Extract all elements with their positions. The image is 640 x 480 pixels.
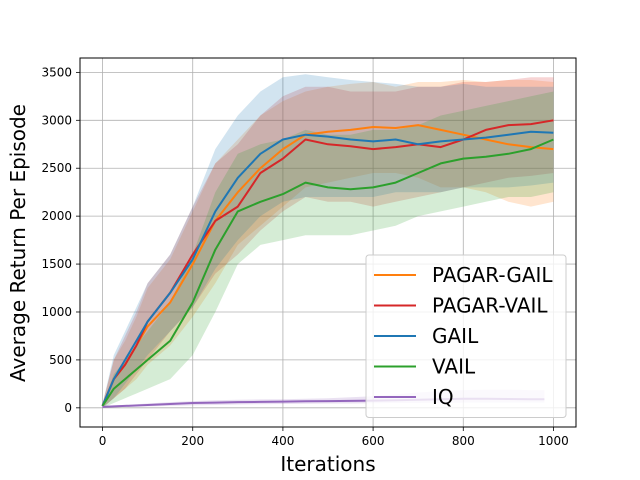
x-tick-label: 200 <box>181 434 204 448</box>
y-tick-label: 1500 <box>41 257 72 271</box>
y-tick-label: 0 <box>64 401 72 415</box>
x-tick-label: 1000 <box>538 434 569 448</box>
legend-label-iq: IQ <box>432 385 454 409</box>
y-tick-label: 1000 <box>41 305 72 319</box>
gail-band <box>102 74 554 408</box>
vail-line <box>101 138 554 407</box>
axis-ticks: 0 200 400 600 800 1000 0 500 1000 1500 2000 2500 300… <box>41 65 568 448</box>
legend-label-gail: GAIL <box>432 324 479 348</box>
pagar-gail-band <box>102 80 554 408</box>
y-axis-label: Average Return Per Episode <box>6 104 30 382</box>
legend-label-pagar-gail: PAGAR-GAIL <box>432 263 553 287</box>
x-tick-label: 400 <box>271 434 294 448</box>
grid <box>80 58 576 427</box>
y-tick-label: 3500 <box>41 65 72 79</box>
y-tick-label: 3000 <box>41 113 72 127</box>
x-tick-label: 600 <box>362 434 385 448</box>
x-tick-label: 0 <box>99 434 107 448</box>
plot-frame <box>79 57 577 428</box>
legend: PAGAR-GAIL PAGAR-VAIL GAIL VAIL IQ <box>365 254 567 418</box>
x-axis-label: Iterations <box>280 452 375 476</box>
legend-label-pagar-vail: PAGAR-VAIL <box>432 294 548 318</box>
legend-label-vail: VAIL <box>432 355 476 379</box>
x-tick-label: 800 <box>452 434 475 448</box>
y-tick-label: 500 <box>49 353 72 367</box>
y-tick-label: 2000 <box>41 209 72 223</box>
legend-box <box>365 254 567 418</box>
vail-band <box>102 91 554 408</box>
pagar-vail-band <box>102 77 554 408</box>
gail-line <box>101 130 554 407</box>
y-tick-label: 2500 <box>41 161 72 175</box>
